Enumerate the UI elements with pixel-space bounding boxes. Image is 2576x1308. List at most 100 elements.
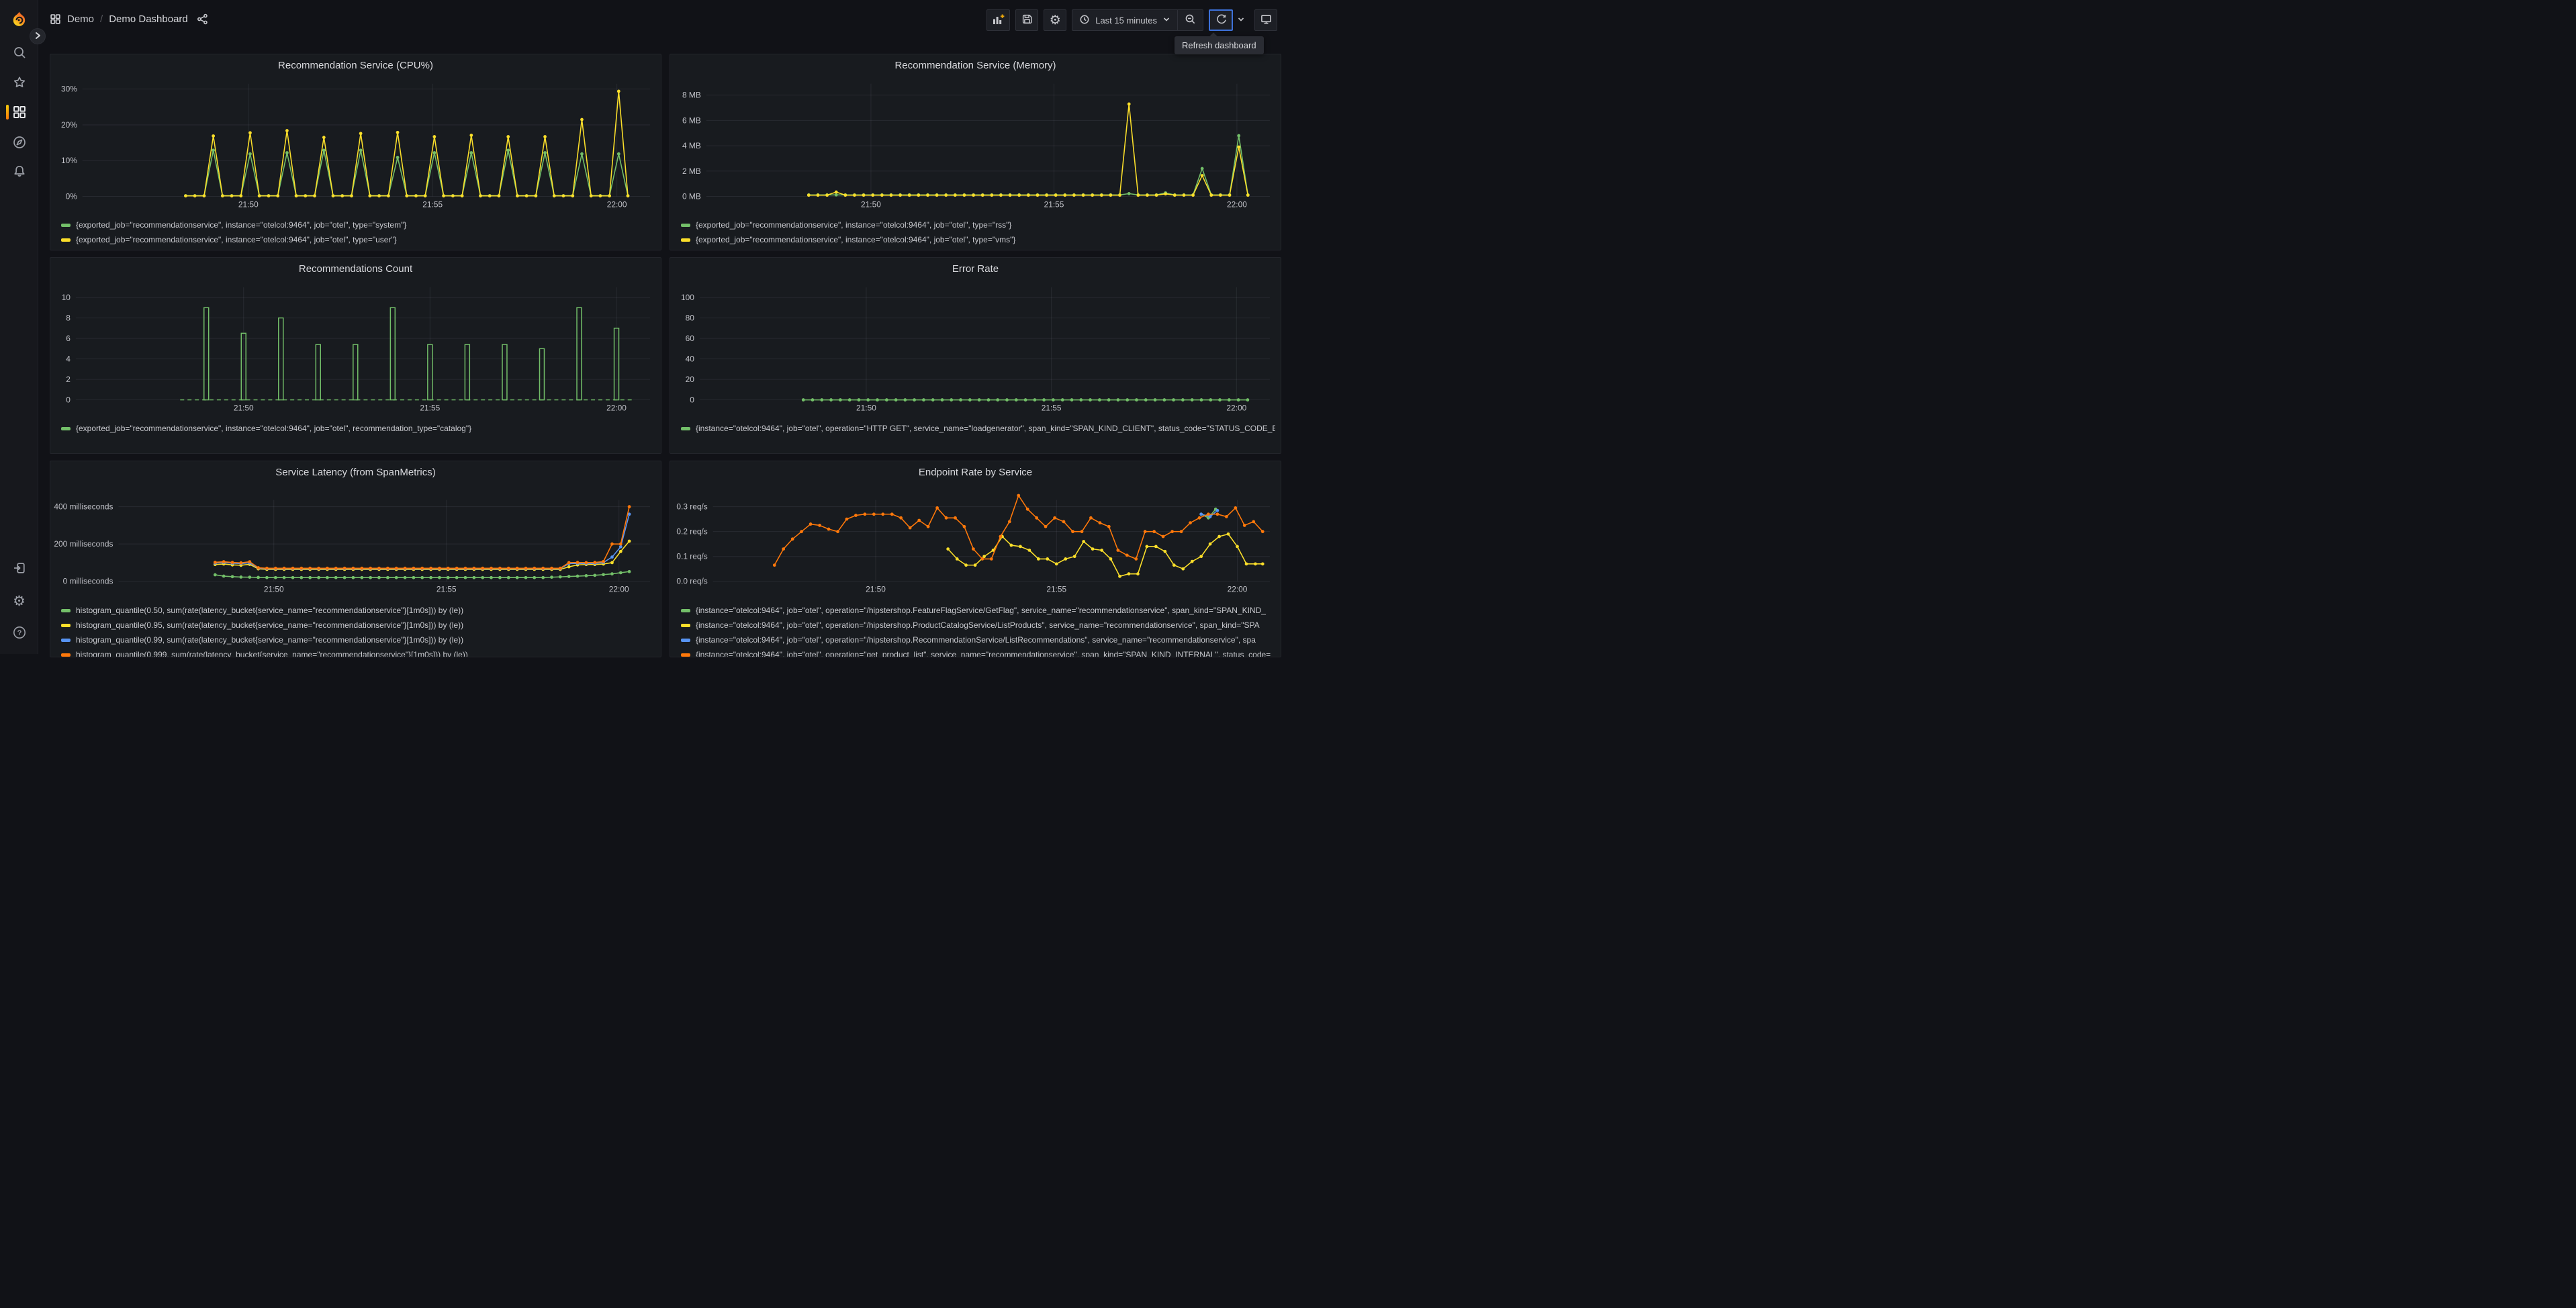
sidebar-item-search[interactable]: [0, 38, 38, 67]
svg-text:21:55: 21:55: [436, 585, 457, 594]
panel: Recommendations Count 0 2 4 6 8 10 21:50 21:55 2…: [50, 257, 661, 454]
legend-item[interactable]: {instance="otelcol:9464", job="otel", op…: [681, 618, 1275, 632]
panel-title[interactable]: Service Latency (from SpanMetrics): [275, 467, 436, 478]
refresh-button[interactable]: [1209, 9, 1233, 31]
svg-text:0.3 req/s: 0.3 req/s: [676, 502, 707, 512]
cycle-view-mode-button[interactable]: [1254, 9, 1277, 31]
monitor-icon: [1260, 13, 1272, 27]
svg-text:21:50: 21:50: [238, 199, 259, 209]
help-icon: ?: [12, 625, 27, 640]
sidebar: ⚙ ?: [0, 0, 38, 654]
legend-swatch: [61, 238, 71, 242]
dashboard-settings-button[interactable]: ⚙: [1044, 9, 1067, 31]
sidebar-item-alerting[interactable]: [0, 156, 38, 186]
legend-swatch: [61, 608, 71, 612]
svg-text:21:55: 21:55: [420, 403, 440, 412]
legend-label: {exported_job="recommendationservice", i…: [76, 424, 472, 433]
legend-item[interactable]: {instance="otelcol:9464", job="otel", op…: [681, 604, 1275, 617]
svg-text:6 MB: 6 MB: [682, 115, 701, 125]
legend-swatch: [681, 238, 690, 242]
legend-label: {instance="otelcol:9464", job="otel", op…: [696, 620, 1260, 630]
dashboard-toolbar: ⚙ Last 15 minutes: [986, 9, 1277, 31]
legend-item[interactable]: histogram_quantile(0.99, sum(rate(latenc…: [61, 633, 655, 647]
panel-title[interactable]: Error Rate: [952, 263, 999, 275]
sidebar-item-help[interactable]: ?: [0, 618, 38, 647]
grafana-app: ⚙ ? Demo / Demo Dashboard: [0, 0, 1288, 657]
breadcrumb-section[interactable]: Demo: [67, 13, 95, 25]
svg-text:8: 8: [66, 313, 71, 322]
grafana-logo-icon[interactable]: [10, 11, 28, 29]
svg-text:0.0 req/s: 0.0 req/s: [676, 577, 707, 586]
svg-text:22:00: 22:00: [609, 585, 629, 594]
svg-text:22:00: 22:00: [1226, 403, 1246, 412]
legend-item[interactable]: {instance="otelcol:9464", job="otel", op…: [681, 633, 1275, 647]
legend-item[interactable]: {exported_job="recommendationservice", i…: [681, 218, 1275, 232]
legend-label: histogram_quantile(0.50, sum(rate(latenc…: [76, 606, 464, 615]
refresh-icon: [1215, 13, 1227, 27]
refresh-picker: [1209, 9, 1249, 31]
legend-label: {instance="otelcol:9464", job="otel", op…: [696, 606, 1266, 615]
legend-swatch: [61, 623, 71, 627]
svg-text:21:55: 21:55: [422, 199, 443, 209]
refresh-interval-caret[interactable]: [1233, 9, 1249, 31]
svg-text:21:50: 21:50: [866, 585, 886, 594]
legend-label: {exported_job="recommendationservice", i…: [696, 235, 1016, 244]
sidebar-item-settings[interactable]: ⚙: [0, 586, 38, 616]
svg-text:20: 20: [686, 375, 695, 384]
zoom-out-icon: [1185, 13, 1196, 27]
svg-text:0.2 req/s: 0.2 req/s: [676, 527, 707, 536]
sidebar-item-explore[interactable]: [0, 128, 38, 157]
legend-swatch: [61, 223, 71, 227]
svg-text:21:55: 21:55: [1042, 403, 1062, 412]
svg-text:22:00: 22:00: [607, 199, 627, 209]
panel-chart[interactable]: 0.0 req/s 0.1 req/s 0.2 req/s 0.3 req/s 21:5…: [670, 461, 1281, 657]
legend-item[interactable]: {exported_job="recommendationservice", i…: [61, 233, 655, 246]
svg-text:0.1 req/s: 0.1 req/s: [676, 552, 707, 561]
legend-label: {exported_job="recommendationservice", i…: [696, 220, 1012, 230]
legend-item[interactable]: {exported_job="recommendationservice", i…: [61, 422, 655, 435]
legend-item[interactable]: {instance="otelcol:9464", job="otel", op…: [681, 648, 1275, 657]
breadcrumb-separator: /: [100, 13, 103, 25]
svg-text:40: 40: [686, 354, 695, 363]
panel-chart[interactable]: 0 milliseconds 200 milliseconds 400 millis…: [50, 461, 661, 657]
panel-chart[interactable]: 0% 10% 20% 30% 21:50 21:55 22:00: [50, 54, 661, 250]
panel-title[interactable]: Recommendations Count: [298, 263, 413, 275]
panel-title[interactable]: Recommendation Service (Memory): [894, 60, 1056, 71]
panel: Service Latency (from SpanMetrics) 0 mil…: [50, 461, 661, 657]
legend-item[interactable]: {instance="otelcol:9464", job="otel", op…: [681, 422, 1275, 435]
legend-item[interactable]: {exported_job="recommendationservice", i…: [681, 233, 1275, 246]
legend-label: {instance="otelcol:9464", job="otel", op…: [696, 635, 1256, 645]
sidebar-item-sign-in[interactable]: [0, 553, 38, 583]
time-range-picker[interactable]: Last 15 minutes: [1072, 10, 1177, 30]
svg-text:0%: 0%: [66, 192, 78, 201]
svg-text:4 MB: 4 MB: [682, 141, 701, 150]
add-panel-button[interactable]: [986, 9, 1011, 31]
sidebar-item-dashboards[interactable]: [0, 97, 38, 127]
panel-title[interactable]: Endpoint Rate by Service: [918, 467, 1033, 478]
svg-text:21:50: 21:50: [856, 403, 876, 412]
save-dashboard-button[interactable]: [1015, 9, 1039, 31]
legend-item[interactable]: histogram_quantile(0.50, sum(rate(latenc…: [61, 604, 655, 617]
svg-text:6: 6: [66, 334, 71, 343]
svg-text:0 MB: 0 MB: [682, 192, 701, 201]
time-picker-group: Last 15 minutes: [1072, 9, 1203, 31]
legend-item[interactable]: histogram_quantile(0.95, sum(rate(latenc…: [61, 618, 655, 632]
bell-icon: [12, 164, 27, 179]
refresh-tooltip: Refresh dashboard: [1175, 36, 1264, 54]
panel-chart[interactable]: 0 MB 2 MB 4 MB 6 MB 8 MB 21:50 21:55 22:00: [670, 54, 1281, 250]
zoom-out-button[interactable]: [1177, 10, 1203, 30]
panel-chart[interactable]: 0 20 40 60 80 100 21:50 21:55 22:00: [670, 258, 1281, 453]
breadcrumb-dashboard-title[interactable]: Demo Dashboard: [109, 13, 188, 25]
share-icon[interactable]: [197, 13, 208, 25]
legend-item[interactable]: {exported_job="recommendationservice", i…: [61, 218, 655, 232]
svg-text:400 milliseconds: 400 milliseconds: [54, 502, 113, 512]
star-icon: [12, 75, 27, 90]
svg-text:20%: 20%: [61, 120, 77, 130]
expand-sidebar-button[interactable]: [30, 28, 46, 44]
panel-chart[interactable]: 0 2 4 6 8 10 21:50 21:55 22:00: [50, 258, 661, 453]
navbar: Demo / Demo Dashboard: [38, 0, 1288, 40]
legend-item[interactable]: histogram_quantile(0.999, sum(rate(laten…: [61, 648, 655, 657]
legend-label: histogram_quantile(0.99, sum(rate(latenc…: [76, 635, 464, 645]
sidebar-item-starred[interactable]: [0, 68, 38, 97]
panel-title[interactable]: Recommendation Service (CPU%): [278, 60, 433, 71]
